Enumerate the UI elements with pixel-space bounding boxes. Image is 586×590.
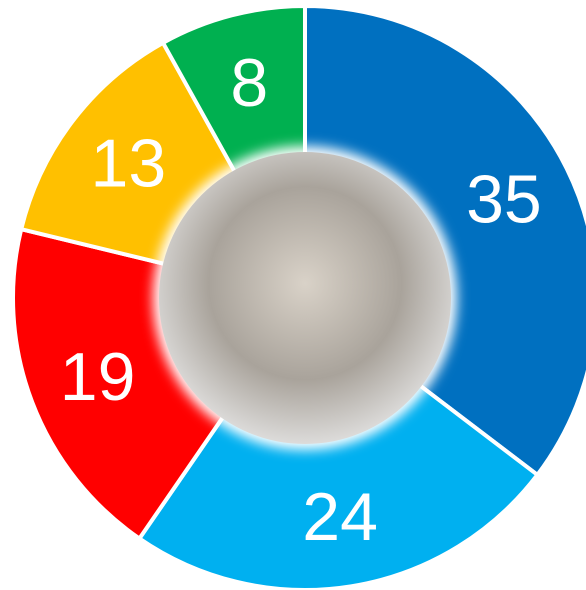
value-label: 35 [466,161,542,237]
value-label: 24 [302,479,378,555]
center-photo [159,152,451,444]
value-label: 13 [91,126,167,202]
value-label: 8 [230,45,268,121]
value-label: 19 [60,339,136,415]
labels: 35 24 19 13 8 [60,45,542,555]
